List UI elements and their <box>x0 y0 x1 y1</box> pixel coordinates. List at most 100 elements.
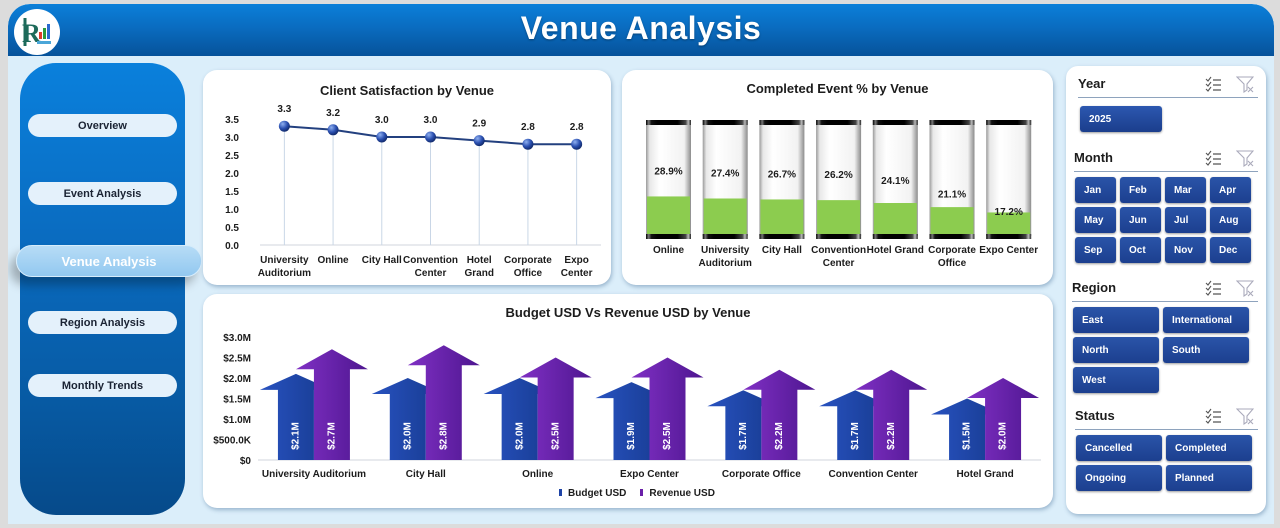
svg-text:Convention Center: Convention Center <box>828 469 918 480</box>
slicer-region-east[interactable]: East <box>1073 307 1159 333</box>
svg-text:$1.0M: $1.0M <box>223 415 251 426</box>
svg-text:2.8: 2.8 <box>521 122 535 133</box>
svg-text:Convention: Convention <box>811 245 866 256</box>
svg-text:Office: Office <box>514 268 543 279</box>
slicer-status-planned[interactable]: Planned <box>1166 465 1252 491</box>
svg-text:Office: Office <box>938 258 967 269</box>
slicer-region-north[interactable]: North <box>1073 337 1159 363</box>
slicer-month-oct[interactable]: Oct <box>1120 237 1161 263</box>
slicer-region-international[interactable]: International <box>1163 307 1249 333</box>
svg-text:$2.0M: $2.0M <box>402 422 413 450</box>
svg-text:$2.1M: $2.1M <box>291 422 302 450</box>
clear-filter-icon[interactable] <box>1235 279 1255 298</box>
slicer-title-month: Month <box>1074 150 1113 165</box>
svg-text:1.5: 1.5 <box>225 187 239 198</box>
svg-text:Center: Center <box>415 268 447 279</box>
line-chart: 0.0 0.5 1.0 1.5 2.0 2.5 3.0 3.5 3.3 3.2 3.0 3.0 2.9 2… <box>225 104 601 279</box>
svg-text:26.7%: 26.7% <box>768 169 796 180</box>
svg-text:17.2%: 17.2% <box>995 207 1023 218</box>
chart-title: Budget USD Vs Revenue USD by Venue <box>505 305 751 320</box>
slicer-month-jun[interactable]: Jun <box>1120 207 1161 233</box>
slicer-month-feb[interactable]: Feb <box>1120 177 1161 203</box>
cylinder-bar-chart: 28.9% Online 27.4% University Auditorium 26.7… <box>646 120 1038 269</box>
slicer-status-completed[interactable]: Completed <box>1166 435 1252 461</box>
slicer-month-jan[interactable]: Jan <box>1075 177 1116 203</box>
svg-text:Online: Online <box>522 469 554 480</box>
svg-text:0.0: 0.0 <box>225 241 239 252</box>
svg-text:Corporate: Corporate <box>504 255 552 266</box>
svg-text:Expo: Expo <box>564 255 588 266</box>
svg-text:$1.5M: $1.5M <box>223 395 251 406</box>
svg-text:$2.5M: $2.5M <box>550 422 561 450</box>
svg-text:Auditorium: Auditorium <box>258 268 311 279</box>
clear-filter-icon[interactable] <box>1235 75 1255 94</box>
slicer-year-2025[interactable]: 2025 <box>1080 106 1162 132</box>
slicer-region-west[interactable]: West <box>1073 367 1159 393</box>
svg-text:City Hall: City Hall <box>362 255 402 266</box>
slicer-month-jul[interactable]: Jul <box>1165 207 1206 233</box>
svg-text:2.5: 2.5 <box>225 151 239 162</box>
chart-legend: Budget USD Revenue USD <box>559 488 715 499</box>
budget-revenue-chart: Budget USD Vs Revenue USD by Venue $0 $50… <box>203 294 1053 508</box>
legend-revenue: Revenue USD <box>640 488 715 499</box>
slicer-month-apr[interactable]: Apr <box>1210 177 1251 203</box>
svg-text:$2.2M: $2.2M <box>886 422 897 450</box>
dashboard-frame: R Venue Analysis Overview Event Analysis… <box>8 4 1274 524</box>
svg-text:$2.5M: $2.5M <box>662 422 673 450</box>
sidebar-item-monthly-trends[interactable]: Monthly Trends <box>28 374 177 397</box>
svg-text:Online: Online <box>318 255 350 266</box>
sidebar-item-event-analysis[interactable]: Event Analysis <box>28 182 177 205</box>
multi-select-icon[interactable] <box>1204 149 1222 167</box>
sidebar-item-region-analysis[interactable]: Region Analysis <box>28 311 177 334</box>
chart-title: Completed Event % by Venue <box>746 81 929 96</box>
svg-text:$2.7M: $2.7M <box>327 422 338 450</box>
svg-text:3.2: 3.2 <box>326 108 340 119</box>
svg-text:3.5: 3.5 <box>225 115 239 126</box>
sidebar-item-venue-analysis[interactable]: Venue Analysis <box>16 245 202 277</box>
slicer-region-south[interactable]: South <box>1163 337 1249 363</box>
clear-filter-icon[interactable] <box>1235 407 1255 426</box>
svg-text:$1.5M: $1.5M <box>962 422 973 450</box>
svg-text:$500.0K: $500.0K <box>213 436 252 447</box>
client-satisfaction-chart: Client Satisfaction by Venue 0.0 0.5 1.0 1.… <box>203 70 611 285</box>
svg-text:R: R <box>22 19 41 48</box>
filter-panel: Year 2025 Month Jan Feb Mar Apr May Jun Jul Aug… <box>1066 66 1266 514</box>
slicer-status-cancelled[interactable]: Cancelled <box>1076 435 1162 461</box>
logo-icon: R <box>14 9 60 55</box>
slicer-month-mar[interactable]: Mar <box>1165 177 1206 203</box>
svg-text:$1.7M: $1.7M <box>738 422 749 450</box>
slicer-month-dec[interactable]: Dec <box>1210 237 1251 263</box>
svg-text:University: University <box>701 245 750 256</box>
svg-text:Center: Center <box>561 268 593 279</box>
svg-text:Convention: Convention <box>403 255 458 266</box>
status-slicer-header: Status <box>1075 404 1258 430</box>
svg-text:3.3: 3.3 <box>277 104 291 115</box>
slicer-month-sep[interactable]: Sep <box>1075 237 1116 263</box>
multi-select-icon[interactable] <box>1204 407 1222 425</box>
svg-text:Hotel Grand: Hotel Grand <box>867 245 924 256</box>
slicer-status-ongoing[interactable]: Ongoing <box>1076 465 1162 491</box>
slicer-month-may[interactable]: May <box>1075 207 1116 233</box>
svg-text:$1.7M: $1.7M <box>850 422 861 450</box>
chart-title: Client Satisfaction by Venue <box>319 83 495 98</box>
slicer-month-aug[interactable]: Aug <box>1210 207 1251 233</box>
svg-text:$2.8M: $2.8M <box>438 422 449 450</box>
svg-text:24.1%: 24.1% <box>881 176 909 187</box>
multi-select-icon[interactable] <box>1204 75 1222 93</box>
sidebar-nav: Overview Event Analysis Venue Analysis R… <box>16 63 202 515</box>
svg-text:$1.9M: $1.9M <box>626 422 637 450</box>
multi-select-icon[interactable] <box>1204 279 1222 297</box>
svg-text:$2.2M: $2.2M <box>774 422 785 450</box>
clear-filter-icon[interactable] <box>1235 149 1255 168</box>
svg-text:2.8: 2.8 <box>570 122 584 133</box>
svg-text:$3.0M: $3.0M <box>223 333 251 344</box>
slicer-month-nov[interactable]: Nov <box>1165 237 1206 263</box>
arrow-bar-chart: $0 $500.0K $1.0M $1.5M $2.0M $2.5M $3.0M $2.1M $… <box>213 333 1041 480</box>
svg-text:2.0: 2.0 <box>225 169 239 180</box>
svg-text:Hotel Grand: Hotel Grand <box>956 469 1013 480</box>
svg-text:28.9%: 28.9% <box>654 166 682 177</box>
svg-text:26.2%: 26.2% <box>824 170 852 181</box>
svg-text:0.5: 0.5 <box>225 223 239 234</box>
sidebar-item-overview[interactable]: Overview <box>28 114 177 137</box>
completed-event-chart: Completed Event % by Venue 28.9% Online 27… <box>622 70 1053 285</box>
